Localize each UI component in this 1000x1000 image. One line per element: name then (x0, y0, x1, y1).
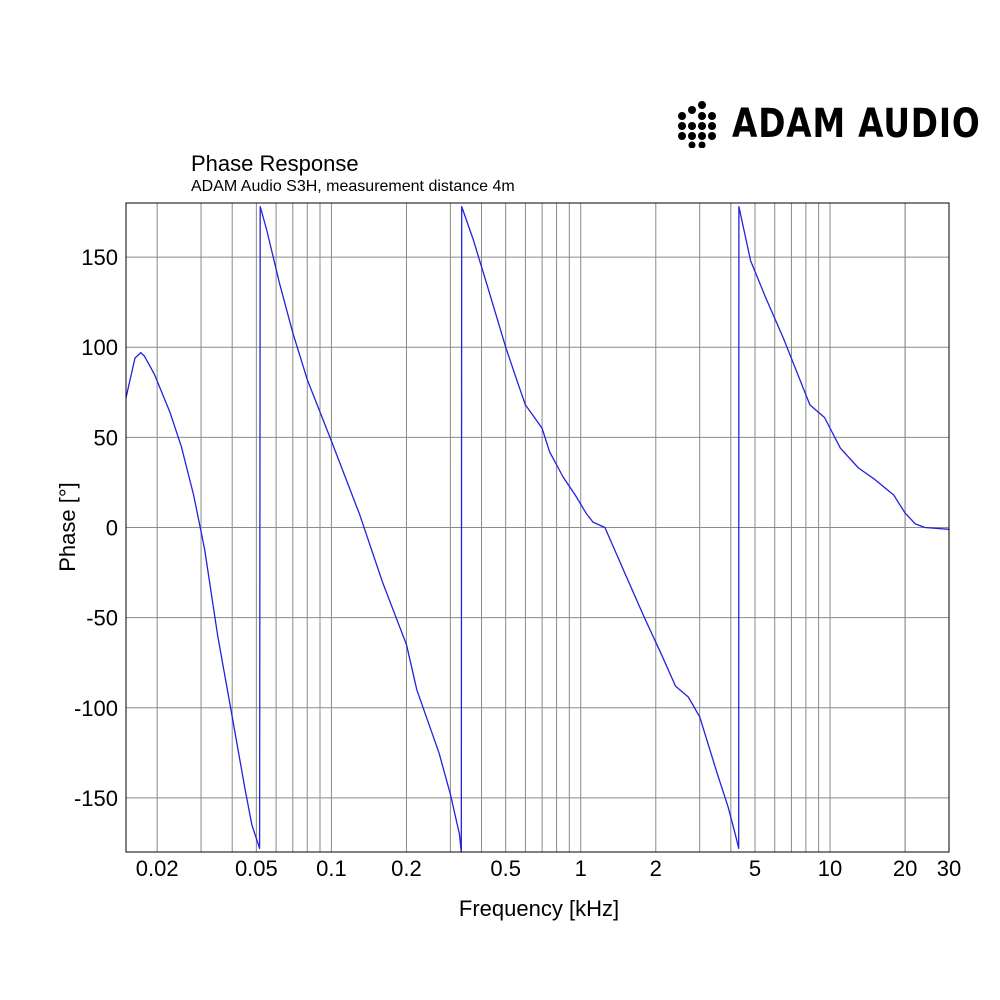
brand-name: ADAM AUDIO (732, 101, 981, 147)
y-tick-label: 50 (94, 425, 118, 450)
y-tick-label: -100 (74, 696, 118, 721)
y-tick-label: -150 (74, 786, 118, 811)
chart-subtitle: ADAM Audio S3H, measurement distance 4m (191, 178, 515, 195)
x-tick-label: 2 (650, 856, 662, 881)
x-tick-label: 20 (893, 856, 917, 881)
y-tick-label: 100 (81, 335, 118, 360)
y-tick-label: 150 (81, 245, 118, 270)
x-tick-label: 30 (937, 856, 961, 881)
series-layer (125, 205, 950, 853)
chart-title: Phase Response (191, 151, 359, 176)
phase-series-line (125, 205, 950, 853)
x-tick-label: 0.05 (235, 856, 278, 881)
y-tick-label: -50 (86, 606, 118, 631)
y-tick-label: 0 (106, 516, 118, 541)
x-axis-label: Frequency [kHz] (459, 896, 619, 921)
x-tick-label: 5 (749, 856, 761, 881)
adam-audio-logo-icon (678, 101, 716, 148)
grid (126, 203, 949, 852)
x-tick-label: 1 (575, 856, 587, 881)
x-tick-label: 0.02 (136, 856, 179, 881)
x-tick-label: 0.5 (490, 856, 521, 881)
x-tick-label: 0.1 (316, 856, 347, 881)
y-axis-label: Phase [°] (55, 482, 80, 572)
x-tick-label: 10 (818, 856, 842, 881)
tick-labels: 0.02 0.05 0.1 0.2 0.5 1 2 5 10 20 30 150 100 50 0 -50 -1… (74, 245, 961, 881)
plot-frame (125, 202, 950, 853)
brand-logo: ADAM AUDIO (674, 98, 1000, 150)
x-tick-label: 0.2 (391, 856, 422, 881)
